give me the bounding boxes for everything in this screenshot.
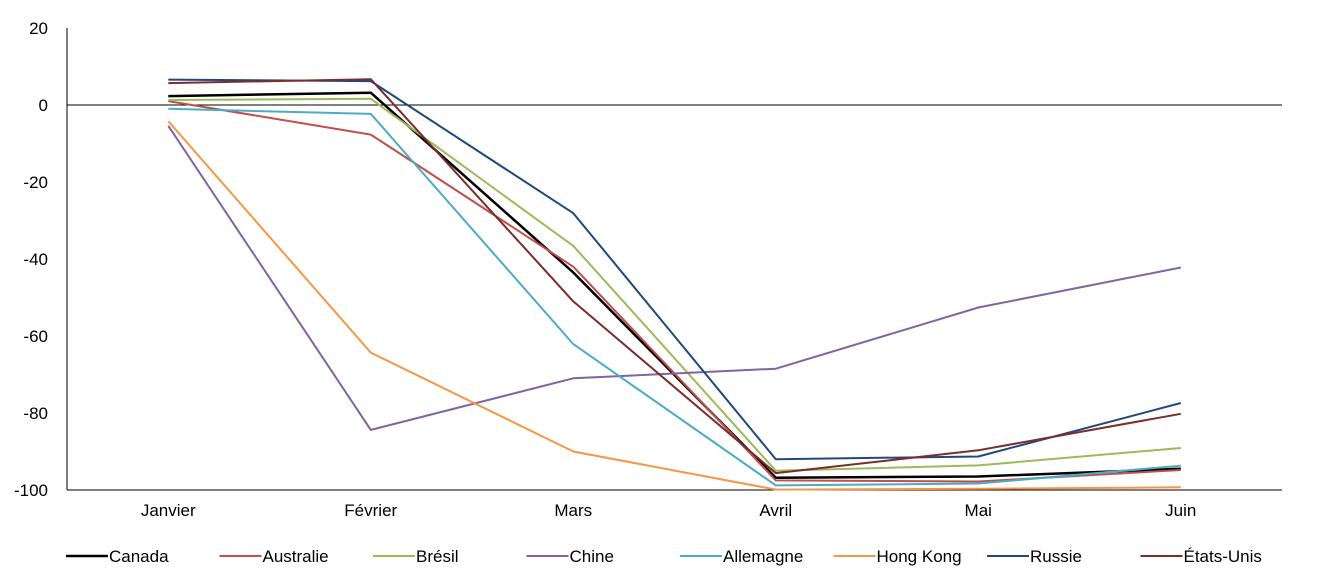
y-tick-label: -60 <box>23 327 48 346</box>
series-line-canada <box>168 91 1181 479</box>
y-tick-label: -100 <box>14 481 48 500</box>
series-line-chine <box>167 125 1181 431</box>
x-tick-label: Janvier <box>141 501 196 520</box>
legend-label: Brésil <box>416 547 459 566</box>
legend-label: Canada <box>109 547 169 566</box>
series-line-australie <box>168 100 1181 483</box>
y-tick-label: 20 <box>29 19 48 38</box>
x-tick-label: Février <box>344 501 397 520</box>
legend-label: Allemagne <box>723 547 803 566</box>
legend-label: États-Unis <box>1184 547 1262 566</box>
y-tick-label: -40 <box>23 250 48 269</box>
series-line-hong-kong <box>167 120 1181 491</box>
series-line-russie <box>168 78 1182 461</box>
y-axis-ticks: 20 0 -20 -40 -60 -80 -100 <box>14 19 48 500</box>
legend-label: Chine <box>570 547 614 566</box>
y-tick-label: -20 <box>23 173 48 192</box>
series-line-allemagne <box>168 107 1181 487</box>
series-line--tats-unis <box>168 78 1181 475</box>
axes <box>66 28 1282 491</box>
x-tick-label: Mai <box>965 501 992 520</box>
x-tick-label: Juin <box>1165 501 1196 520</box>
x-axis-ticks: Janvier Février Mars Avril Mai Juin <box>141 501 1197 520</box>
series-line-br-sil <box>168 97 1181 472</box>
y-tick-label: -80 <box>23 404 48 423</box>
legend: Canada Australie Brésil Chine Allemagne Hong … <box>66 547 1262 566</box>
legend-label: Russie <box>1030 547 1082 566</box>
series-lines <box>167 78 1182 491</box>
legend-label: Hong Kong <box>877 547 962 566</box>
y-tick-label: 0 <box>39 96 48 115</box>
x-tick-label: Avril <box>759 501 792 520</box>
legend-label: Australie <box>263 547 329 566</box>
x-tick-label: Mars <box>554 501 592 520</box>
